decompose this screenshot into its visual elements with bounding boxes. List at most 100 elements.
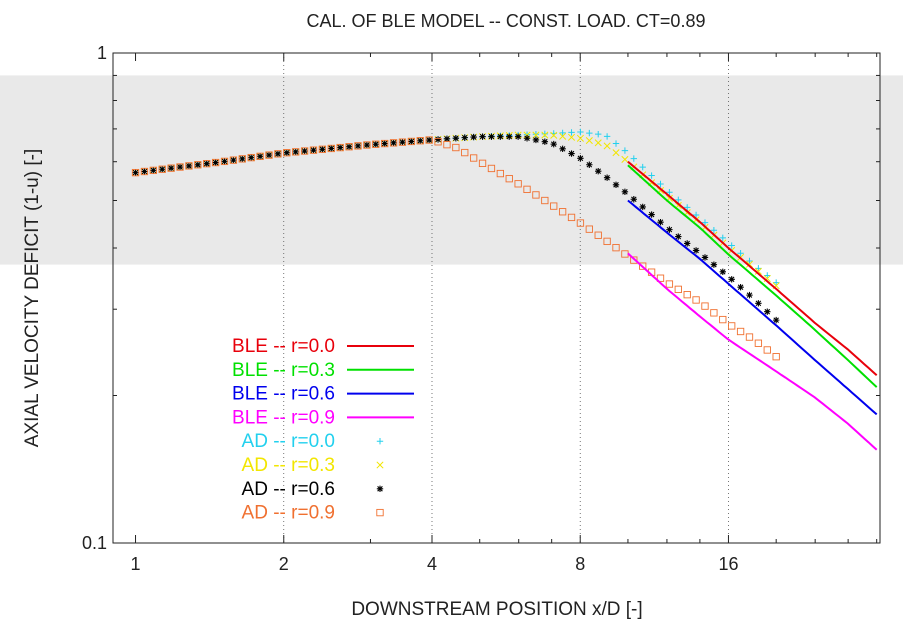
data-point xyxy=(692,296,700,304)
data-point xyxy=(603,142,611,150)
legend-label: AD -- r=0.0 xyxy=(242,431,335,452)
legend-marker-sample xyxy=(376,485,384,492)
series-line-ble-r-0-3 xyxy=(627,164,878,388)
data-point xyxy=(710,227,718,234)
legend-label: BLE -- r=0.9 xyxy=(232,407,335,428)
data-point xyxy=(603,133,611,140)
data-point xyxy=(630,155,638,162)
data-point xyxy=(327,144,335,153)
data-point xyxy=(497,133,504,140)
data-point xyxy=(452,143,460,152)
data-point xyxy=(211,158,220,167)
data-point xyxy=(692,211,700,219)
data-point xyxy=(755,300,762,307)
data-point xyxy=(745,333,754,341)
x-tick-label: 2 xyxy=(279,554,289,574)
data-point xyxy=(630,196,638,203)
data-point xyxy=(443,141,451,149)
data-point xyxy=(381,140,388,147)
x-tick-label: 16 xyxy=(718,554,738,574)
data-point xyxy=(301,147,308,155)
data-point xyxy=(621,147,629,154)
data-point xyxy=(132,169,139,176)
data-point xyxy=(568,129,575,136)
data-point xyxy=(577,128,584,136)
data-point xyxy=(648,172,655,179)
data-point xyxy=(541,196,549,205)
data-point xyxy=(612,149,620,157)
grid xyxy=(283,53,729,543)
data-point xyxy=(363,141,371,149)
data-point xyxy=(666,226,673,233)
data-point xyxy=(319,146,326,153)
data-point xyxy=(238,155,246,163)
data-point xyxy=(354,142,362,150)
data-point xyxy=(221,158,228,165)
data-point xyxy=(141,168,148,175)
data-point xyxy=(532,136,540,144)
data-point xyxy=(310,146,317,154)
data-point xyxy=(612,181,620,188)
data-point xyxy=(745,260,754,268)
data-point xyxy=(674,285,682,294)
data-point xyxy=(372,140,380,148)
data-point xyxy=(656,274,665,282)
data-point xyxy=(710,309,718,317)
data-point xyxy=(523,135,531,142)
data-point xyxy=(666,189,673,196)
data-point xyxy=(194,161,202,168)
data-point xyxy=(558,208,567,216)
data-point xyxy=(683,240,691,247)
data-point xyxy=(603,174,611,181)
data-point xyxy=(248,154,255,161)
data-point xyxy=(140,167,149,176)
data-point xyxy=(292,148,300,156)
data-point xyxy=(131,168,140,177)
data-point xyxy=(594,139,602,147)
data-point xyxy=(550,131,558,139)
data-point xyxy=(532,191,540,199)
data-point xyxy=(185,162,193,170)
data-point xyxy=(336,144,344,151)
legend-marker-sample xyxy=(376,508,384,517)
data-point xyxy=(159,166,166,173)
data-point xyxy=(443,135,451,143)
y-axis-label: AXIAL VELOCITY DEFICIT (1-u) [-] xyxy=(22,149,43,447)
series-line-ble-r-0-0 xyxy=(627,160,878,376)
series-line-ble-r-0-6 xyxy=(627,199,878,416)
legend-marker xyxy=(376,485,384,492)
data-point xyxy=(541,131,549,139)
ticks: 1 2 4 8 16 0.1 1 xyxy=(82,43,880,574)
data-point xyxy=(603,237,611,246)
data-point xyxy=(390,139,397,147)
data-point xyxy=(239,155,246,163)
legend-label: AD -- r=0.9 xyxy=(242,503,335,524)
data-point xyxy=(496,169,504,178)
data-point xyxy=(398,138,407,146)
data-point xyxy=(595,130,602,138)
data-point xyxy=(772,316,780,324)
data-point xyxy=(506,133,513,140)
data-point xyxy=(595,167,602,175)
data-point xyxy=(683,204,691,211)
data-point xyxy=(675,196,682,204)
data-point xyxy=(265,151,273,159)
data-point xyxy=(586,129,593,137)
data-point xyxy=(381,139,389,148)
data-point xyxy=(274,150,282,158)
data-point xyxy=(265,151,273,159)
data-point xyxy=(478,159,487,167)
data-point xyxy=(372,141,379,148)
legend-marker-sample xyxy=(376,461,384,469)
data-point xyxy=(425,136,433,144)
data-point xyxy=(639,203,646,211)
data-point xyxy=(203,160,211,168)
data-point xyxy=(719,268,726,276)
data-point xyxy=(701,254,709,261)
data-point xyxy=(417,137,424,144)
data-point xyxy=(185,162,193,170)
data-point xyxy=(719,315,727,324)
data-point xyxy=(212,159,219,166)
data-point xyxy=(434,136,442,143)
